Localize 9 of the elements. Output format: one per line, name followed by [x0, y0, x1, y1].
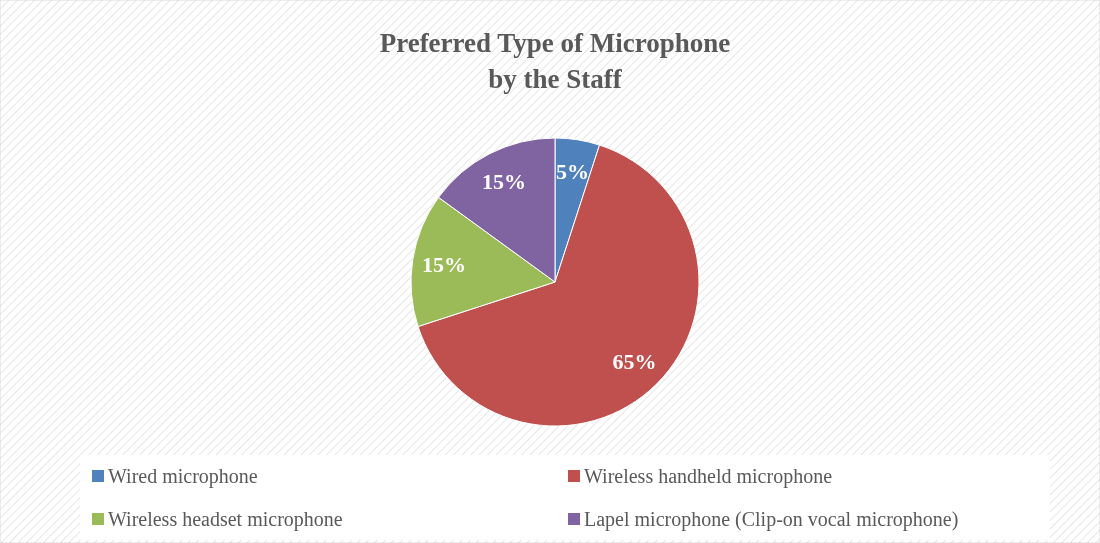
legend-label: Wireless handheld microphone	[584, 465, 833, 488]
legend-label: Wireless headset microphone	[108, 508, 343, 531]
legend-label: Wired microphone	[108, 465, 258, 488]
legend-label: Lapel microphone (Clip-on vocal microphone)	[584, 508, 959, 531]
data-label: 5%	[556, 158, 590, 184]
data-label: 15%	[422, 251, 467, 277]
data-label: 15%	[482, 169, 527, 195]
data-label: 65%	[612, 348, 657, 374]
chart-title: Preferred Type of Microphone by the Staff	[379, 28, 731, 94]
